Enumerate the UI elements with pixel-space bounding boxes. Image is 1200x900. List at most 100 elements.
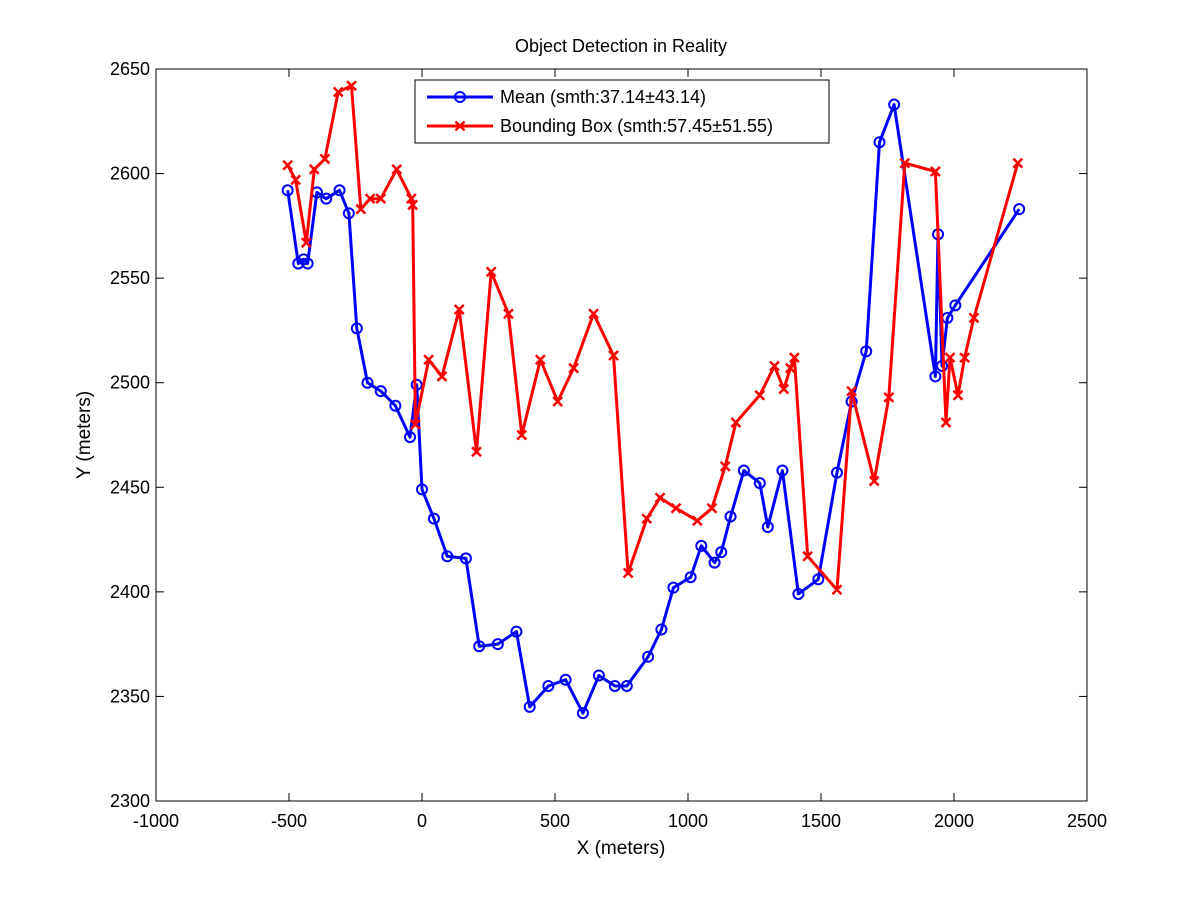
- data-point: [436, 371, 448, 382]
- data-point: [453, 304, 465, 315]
- data-point: [802, 550, 814, 562]
- data-point: [654, 492, 666, 504]
- data-point: [552, 396, 564, 407]
- legend-label-bbox: Bounding Box (smth:57.45±51.55): [500, 116, 773, 136]
- data-point: [785, 362, 796, 374]
- data-point: [471, 446, 482, 458]
- legend-marker-bbox: [454, 120, 466, 132]
- data-point: [812, 573, 825, 586]
- data-point: [691, 515, 703, 527]
- x-tick-label: -500: [271, 811, 307, 831]
- legend-box: [414, 79, 830, 144]
- data-point: [940, 417, 952, 428]
- x-tick-label: 1000: [668, 811, 708, 831]
- legend: Mean (smth:37.14±43.14) Bounding Box (sm…: [414, 79, 830, 144]
- data-point: [642, 650, 655, 663]
- data-point: [622, 567, 634, 579]
- plot-frame: [155, 68, 1088, 802]
- data-point: [346, 80, 357, 92]
- data-point: [769, 360, 780, 372]
- data-point: [491, 638, 504, 651]
- data-point: [342, 207, 355, 220]
- series-layer: [281, 80, 1026, 720]
- data-point: [568, 362, 580, 374]
- x-tick-label: 0: [417, 811, 427, 831]
- data-point: [830, 466, 843, 479]
- data-point: [410, 378, 423, 391]
- series-line: [286, 103, 1021, 715]
- data-point: [860, 345, 873, 358]
- x-axis-label: X (meters): [577, 838, 666, 859]
- series-bounding-box: [282, 80, 1024, 596]
- data-point: [391, 164, 403, 175]
- data-point: [929, 166, 941, 177]
- y-axis-label: Y (meters): [74, 391, 95, 479]
- x-tick-label: 500: [540, 811, 570, 831]
- data-point: [374, 385, 387, 398]
- data-point: [576, 707, 589, 720]
- data-point: [670, 502, 682, 514]
- x-tick-label: 1500: [801, 811, 841, 831]
- y-tick-label: 2350: [110, 686, 150, 706]
- data-point: [888, 98, 901, 111]
- data-point: [708, 556, 721, 569]
- data-point: [459, 552, 472, 565]
- data-point: [737, 464, 750, 477]
- data-point: [282, 159, 294, 171]
- data-point: [608, 679, 621, 692]
- data-point: [1013, 203, 1026, 216]
- legend-label-mean: Mean (smth:37.14±43.14): [500, 87, 706, 107]
- data-point: [409, 419, 421, 430]
- data-point: [655, 623, 668, 636]
- data-point: [778, 383, 790, 395]
- data-point: [281, 184, 294, 197]
- chart-title: Object Detection in Reality: [515, 36, 727, 56]
- data-point: [404, 431, 417, 444]
- x-tick-label: 2500: [1067, 811, 1107, 831]
- y-tick-label: 2600: [110, 164, 150, 184]
- data-point: [873, 136, 886, 149]
- data-point: [473, 640, 486, 653]
- data-point: [620, 679, 633, 692]
- data-point: [831, 584, 843, 596]
- data-point: [959, 352, 971, 364]
- data-point: [423, 354, 435, 366]
- y-tick-label: 2300: [110, 791, 150, 811]
- data-point: [667, 581, 680, 594]
- data-point: [516, 429, 528, 441]
- data-point: [952, 389, 964, 401]
- data-point: [559, 673, 572, 686]
- data-point: [364, 193, 376, 205]
- series-line: [286, 84, 1020, 592]
- data-point: [485, 266, 497, 278]
- data-point: [868, 475, 880, 487]
- data-point: [355, 203, 367, 215]
- data-point: [684, 571, 697, 584]
- data-point: [389, 399, 402, 412]
- data-point: [776, 464, 789, 477]
- data-point: [730, 417, 742, 428]
- x-tick-label: -1000: [133, 811, 179, 831]
- data-point: [754, 389, 766, 401]
- data-point: [361, 376, 374, 389]
- data-point: [588, 308, 599, 320]
- data-point: [510, 625, 523, 638]
- data-point: [332, 86, 344, 98]
- data-point: [846, 385, 857, 397]
- data-point: [944, 352, 956, 364]
- y-tick-label: 2550: [110, 268, 150, 288]
- data-point: [534, 354, 546, 366]
- data-point: [883, 391, 895, 403]
- y-tick-label: 2500: [110, 373, 150, 393]
- data-point: [899, 157, 911, 169]
- data-point: [320, 192, 333, 205]
- data-point: [301, 257, 314, 270]
- data-point: [706, 502, 718, 514]
- data-point: [641, 513, 653, 525]
- data-point: [407, 199, 419, 211]
- data-point: [949, 299, 962, 312]
- data-point: [308, 164, 320, 175]
- y-tick-label: 2450: [110, 477, 150, 497]
- data-point: [319, 153, 331, 165]
